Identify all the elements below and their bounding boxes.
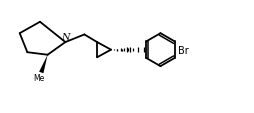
Text: Me: Me (33, 73, 44, 82)
Text: N: N (61, 33, 70, 42)
Polygon shape (39, 55, 47, 74)
Text: Br: Br (177, 45, 188, 55)
